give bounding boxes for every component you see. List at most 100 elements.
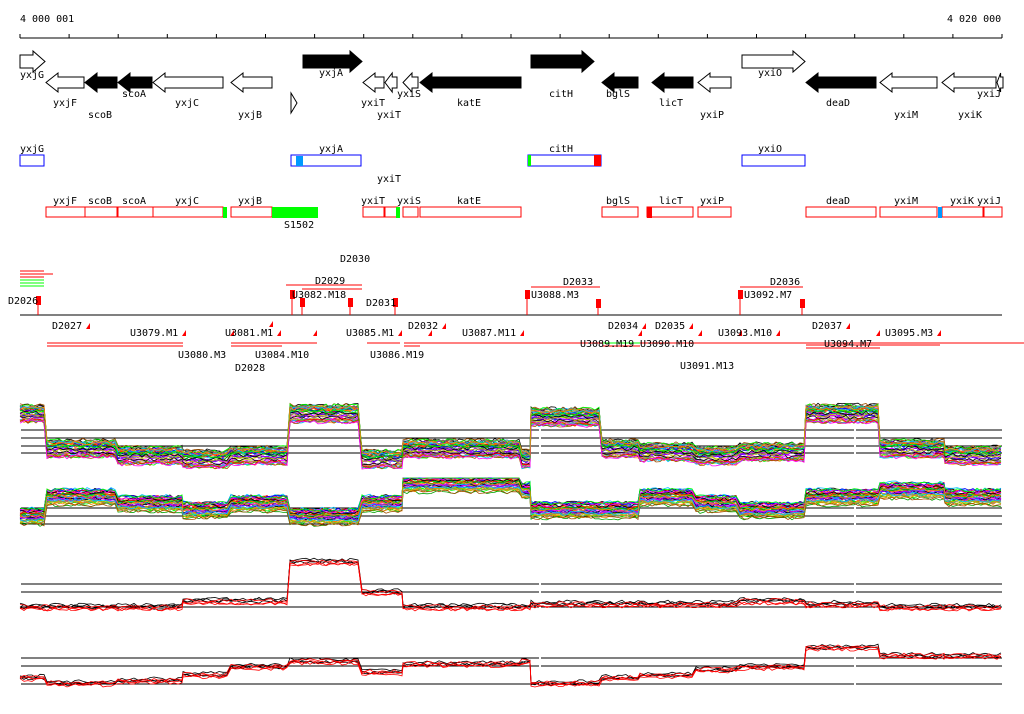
forward-box: [741, 154, 806, 167]
lower-feature-label: U3094.M7: [824, 339, 872, 350]
reverse-box-label: yxjB: [238, 196, 262, 207]
forward-box-label: yxjA: [319, 144, 343, 155]
reverse-box-label: yxiT: [377, 174, 401, 185]
feature-marker: [738, 290, 743, 299]
reverse-box: [646, 206, 694, 218]
gene-arrow-yxjF: [45, 71, 85, 94]
green-marker: [528, 155, 531, 166]
expression-profile: [19, 485, 1002, 523]
lower-feature-label: U3089.M19: [580, 339, 634, 350]
gene-label: scoA: [122, 89, 146, 100]
gene-label: yxiP: [700, 110, 724, 121]
reverse-box-label: scoB: [88, 196, 112, 207]
gene-arrow-yxiO: [741, 49, 806, 74]
gene-label: deaD: [826, 98, 850, 109]
reverse-box: [45, 206, 86, 218]
feature-marker: [393, 298, 398, 307]
lower-feature-label: U3095.M3: [885, 328, 933, 339]
expression-profile: [19, 408, 1002, 459]
feature-marker: [846, 323, 850, 329]
gene-label: yxiM: [894, 110, 918, 121]
segment-label: S1502: [284, 220, 314, 231]
feature-marker: [313, 330, 317, 336]
reverse-box: [230, 206, 273, 218]
gene-label: citH: [549, 89, 573, 100]
gene-label: yxiO: [758, 68, 782, 79]
gene-label: yxjB: [238, 110, 262, 121]
gene-label: yxjC: [175, 98, 199, 109]
forward-box-label: yxiO: [758, 144, 782, 155]
forward-box: [19, 154, 45, 167]
feature-marker: [525, 290, 530, 299]
reverse-annotation-track: yxjF scoB scoA yxjC yxjB yxiT yxiT yxiS katE bglS…: [45, 174, 1003, 231]
gene-arrow-yxiP: [697, 71, 732, 94]
gene-arrow-yxiJ: [996, 72, 1004, 93]
upper-feature-label: D2031: [366, 298, 396, 309]
lower-feature-label: D2034: [608, 321, 638, 332]
feature-marker: [876, 330, 880, 336]
gene-label: yxiS: [397, 89, 421, 100]
expression-profile: [19, 415, 1002, 466]
segment-marker: [938, 207, 942, 218]
feature-marker: [277, 330, 281, 336]
gene-label: katE: [457, 98, 481, 109]
gene-arrow-yxjA: [302, 49, 363, 74]
reverse-box: [697, 206, 732, 218]
expression-profile: [19, 562, 1002, 612]
lower-feature-label: U3079.M1: [130, 328, 178, 339]
gene-arrow-scoA: [117, 71, 153, 94]
segment-marker: [223, 207, 227, 218]
expression-profile: [19, 557, 1002, 608]
axis-end-label: 4 020 000: [947, 14, 1001, 25]
gene-label: yxiK: [958, 110, 982, 121]
reverse-box: [805, 206, 877, 218]
gene-arrow-citH: [530, 49, 595, 74]
feature-marker: [36, 296, 41, 305]
reverse-box-label: bglS: [606, 196, 630, 207]
lower-feature-label: D2027: [52, 321, 82, 332]
expression-profile: [19, 410, 1002, 461]
reverse-box: [419, 206, 522, 218]
feature-marker: [698, 330, 702, 336]
upper-feature-label: U3088.M3: [531, 290, 579, 301]
expression-profile: [19, 419, 1002, 470]
reverse-box: [84, 206, 118, 218]
feature-marker: [300, 298, 305, 307]
gene-label: yxjG: [20, 70, 44, 81]
reverse-box-label: deaD: [826, 196, 850, 207]
expression-profile: [19, 477, 1002, 512]
reverse-box: [983, 206, 1003, 218]
gene-arrow-yxjG: [19, 49, 46, 74]
feature-marker: [290, 290, 295, 299]
reverse-box: [941, 206, 984, 218]
reverse-box: [879, 206, 938, 218]
expression-profile: [19, 560, 1002, 610]
reverse-box: [402, 206, 419, 218]
forward-box: [290, 154, 362, 167]
feature-marker: [269, 321, 273, 327]
transcript-track: D2026 U3082.M18 D2029 D2030 D2031 U3088.M3 D20…: [8, 254, 1024, 374]
feature-marker: [937, 330, 941, 336]
expression-profiles: [19, 400, 1002, 695]
lower-feature-label: D2035: [655, 321, 685, 332]
feature-marker: [776, 330, 780, 336]
lower-feature-label: D2037: [812, 321, 842, 332]
gene-label: yxiJ: [977, 89, 1001, 100]
feature-marker: [638, 330, 642, 336]
feature-marker: [428, 330, 432, 336]
feature-marker: [738, 330, 742, 336]
segment-marker: [396, 207, 400, 218]
reverse-box-label: yxiJ: [977, 196, 1001, 207]
reverse-box-label: licT: [659, 196, 683, 207]
gene-arrow-deaD: [805, 71, 877, 94]
gene-arrow-katE: [419, 71, 522, 94]
feature-marker: [398, 330, 402, 336]
reverse-box-label: yxiT: [361, 196, 385, 207]
feature-marker: [642, 323, 646, 329]
feature-marker: [520, 330, 524, 336]
lower-feature-label: U3084.M10: [255, 350, 309, 361]
feature-marker: [348, 298, 353, 307]
lower-feature-label: U3081.M1: [225, 328, 273, 339]
